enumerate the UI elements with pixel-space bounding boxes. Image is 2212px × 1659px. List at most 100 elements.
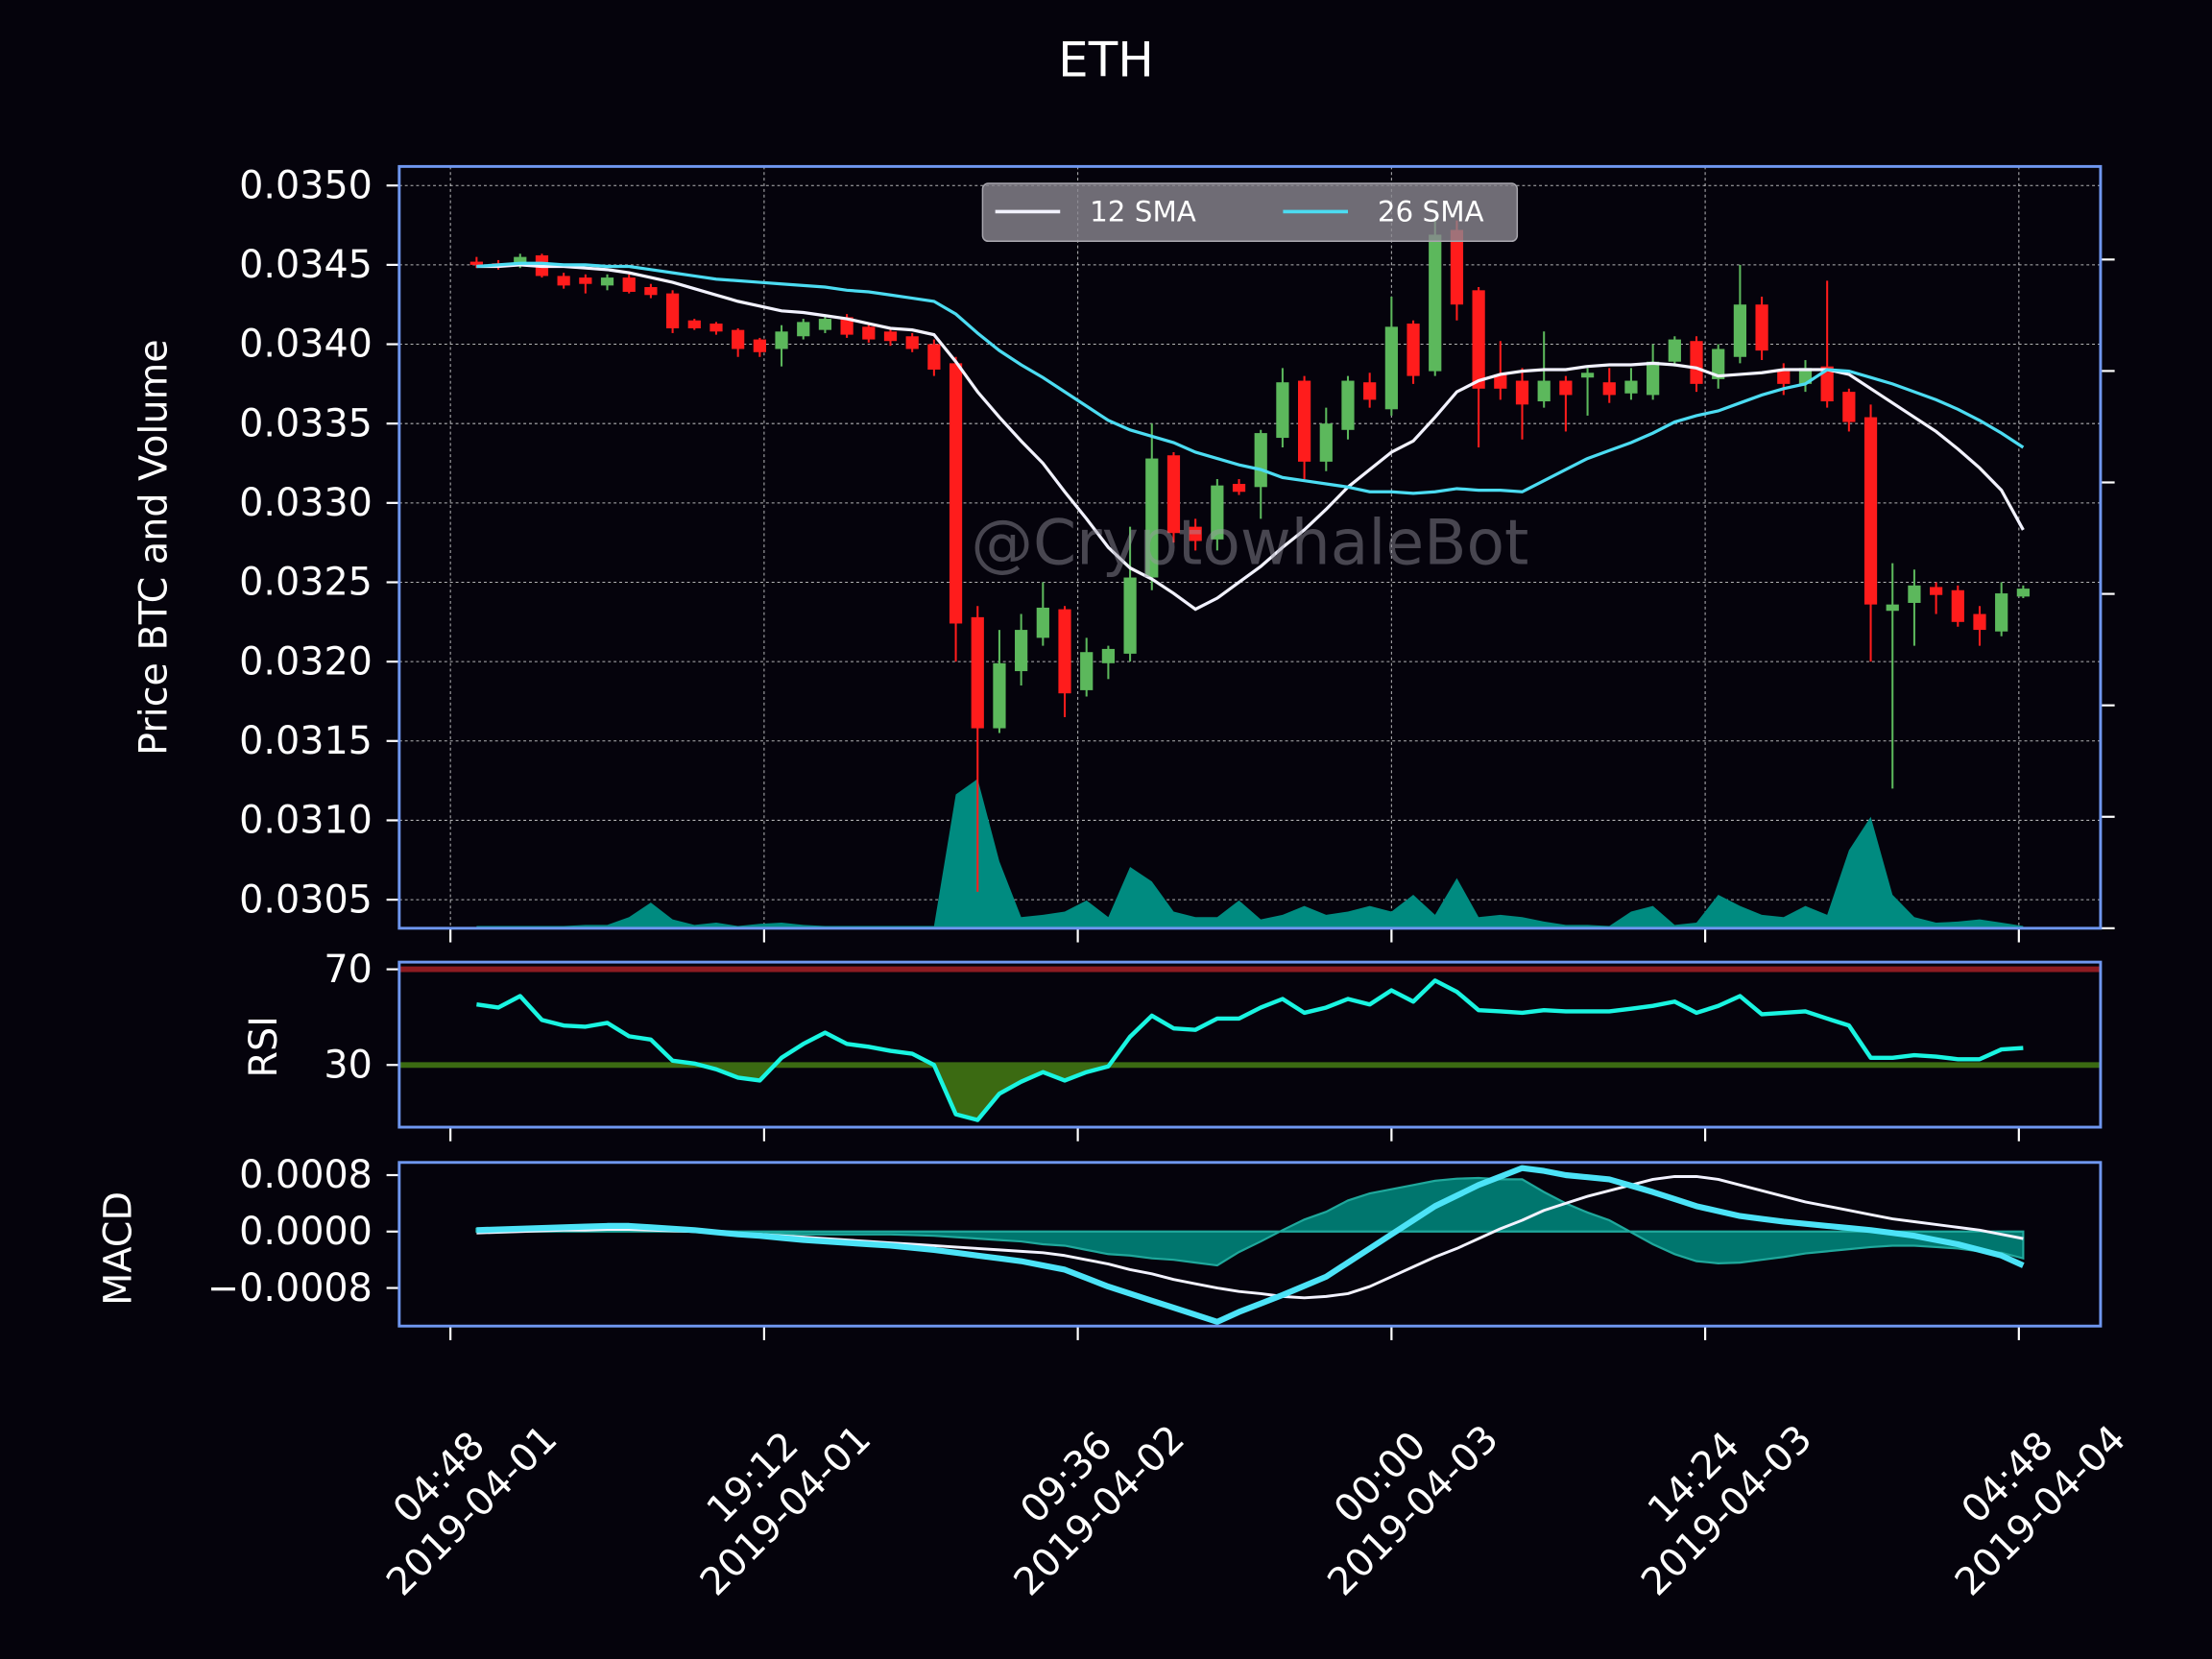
candle-body (818, 319, 832, 330)
candle-body (905, 336, 919, 349)
candle-body (1407, 324, 1420, 376)
candle-body (1647, 361, 1660, 396)
candle-body (1472, 290, 1485, 389)
candle-body (1058, 609, 1071, 694)
candle-body (993, 662, 1006, 729)
candle-body (1863, 417, 1878, 605)
candle-body (862, 326, 876, 340)
sma-line (476, 261, 2025, 495)
candle-body (1995, 593, 2008, 632)
candle-body (1363, 382, 1377, 400)
y-tick-label: 0.0335 (239, 401, 373, 445)
y-tick-label: 0.0325 (239, 561, 373, 605)
candle-body (883, 331, 898, 342)
candle-body (1929, 587, 1943, 595)
candle-body (1755, 304, 1768, 351)
y-tick-label: 0.0340 (239, 323, 373, 367)
candle-body (709, 324, 723, 332)
indicator-line (476, 978, 2024, 1122)
candle-body (732, 329, 745, 349)
candle-body (1733, 304, 1747, 357)
candle-body (557, 276, 570, 286)
candle-body (971, 616, 984, 729)
y-tick-label: 0.0345 (239, 243, 373, 287)
candle-body (797, 322, 810, 337)
candle-body (1668, 339, 1681, 362)
y-axis-label: RSI (242, 1016, 286, 1077)
candle-body (1820, 366, 1834, 402)
candle-body (1515, 380, 1529, 405)
legend-label: 26 SMA (1378, 196, 1484, 228)
y-tick-label: 0.0000 (239, 1210, 373, 1254)
chart-title: ETH (1058, 32, 1154, 87)
candle-body (665, 293, 680, 328)
candle-body (1384, 326, 1398, 410)
sma-line (476, 263, 2025, 612)
candle-body (1341, 380, 1355, 430)
legend-box (981, 182, 1519, 243)
volume-area (476, 779, 2024, 928)
axes-frame (397, 1161, 2103, 1328)
candle-body (1450, 229, 1464, 305)
y-tick-label: 0.0008 (239, 1153, 373, 1197)
candle-body (1842, 392, 1856, 422)
candle-body (1777, 371, 1791, 384)
candle-body (1319, 423, 1333, 462)
watermark: @CryptowhaleBot (971, 508, 1528, 580)
candle-body (1297, 380, 1311, 462)
candle-body (1254, 433, 1267, 488)
legend-label: 12 SMA (1090, 196, 1196, 228)
candle-body (600, 277, 614, 286)
candle-body (514, 256, 527, 265)
candle-body (622, 277, 636, 292)
legend: 12 SMA 26 SMA (981, 182, 1519, 243)
y-tick-label: 0.0330 (239, 481, 373, 525)
candle-body (579, 277, 592, 284)
candle-body (1908, 585, 1921, 603)
y-tick-label: −0.0008 (207, 1266, 373, 1310)
candle-body (1798, 368, 1813, 384)
y-tick-label: 30 (324, 1043, 372, 1087)
candle-body (1232, 484, 1246, 493)
candle-body (949, 363, 963, 624)
y-tick-label: 0.0305 (239, 878, 373, 922)
candle-body (1602, 382, 1616, 396)
candle-body (1951, 589, 1964, 622)
y-tick-label: 0.0315 (239, 719, 373, 763)
candle-body (469, 261, 483, 265)
candle-body (927, 344, 941, 370)
candle-body (1123, 577, 1137, 654)
candle-body (1101, 648, 1116, 663)
candle-body (687, 320, 701, 328)
candle-body (1690, 341, 1703, 384)
candle-body (1624, 380, 1638, 394)
candle-body (1276, 382, 1289, 439)
y-tick-label: 70 (324, 948, 372, 992)
candle-body (1429, 234, 1442, 372)
candle-body (1211, 485, 1224, 540)
candle-body (1036, 607, 1049, 638)
candle-body (1559, 380, 1573, 396)
candle-body (2016, 589, 2030, 597)
y-tick-label: 0.0320 (239, 639, 373, 684)
axes-frame (397, 164, 2103, 930)
axes-frame (397, 960, 2103, 1129)
indicator-line (476, 1165, 2025, 1325)
candle-body (1712, 349, 1725, 379)
candle-body (1080, 652, 1094, 690)
oversold-fill (699, 1065, 1110, 1120)
candle-body (1015, 630, 1028, 672)
candle-body (1145, 458, 1159, 578)
candle-body (1973, 613, 1986, 631)
candle-body (1189, 526, 1202, 541)
candle-body (775, 331, 788, 349)
y-axis-label: MACD (97, 1191, 141, 1306)
candle-body (1886, 604, 1899, 612)
candle-body (1166, 455, 1181, 534)
candle-body (840, 317, 854, 335)
y-tick-label: 0.0350 (239, 163, 373, 207)
candle-body (1580, 373, 1595, 378)
